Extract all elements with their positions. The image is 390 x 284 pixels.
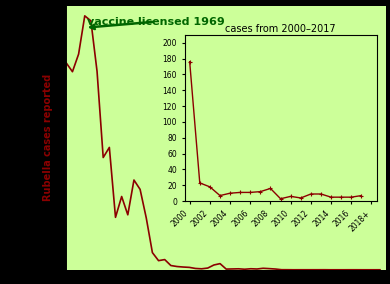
- Y-axis label: Rubella cases reported: Rubella cases reported: [43, 74, 53, 201]
- Text: vaccine licensed 1969: vaccine licensed 1969: [87, 17, 224, 29]
